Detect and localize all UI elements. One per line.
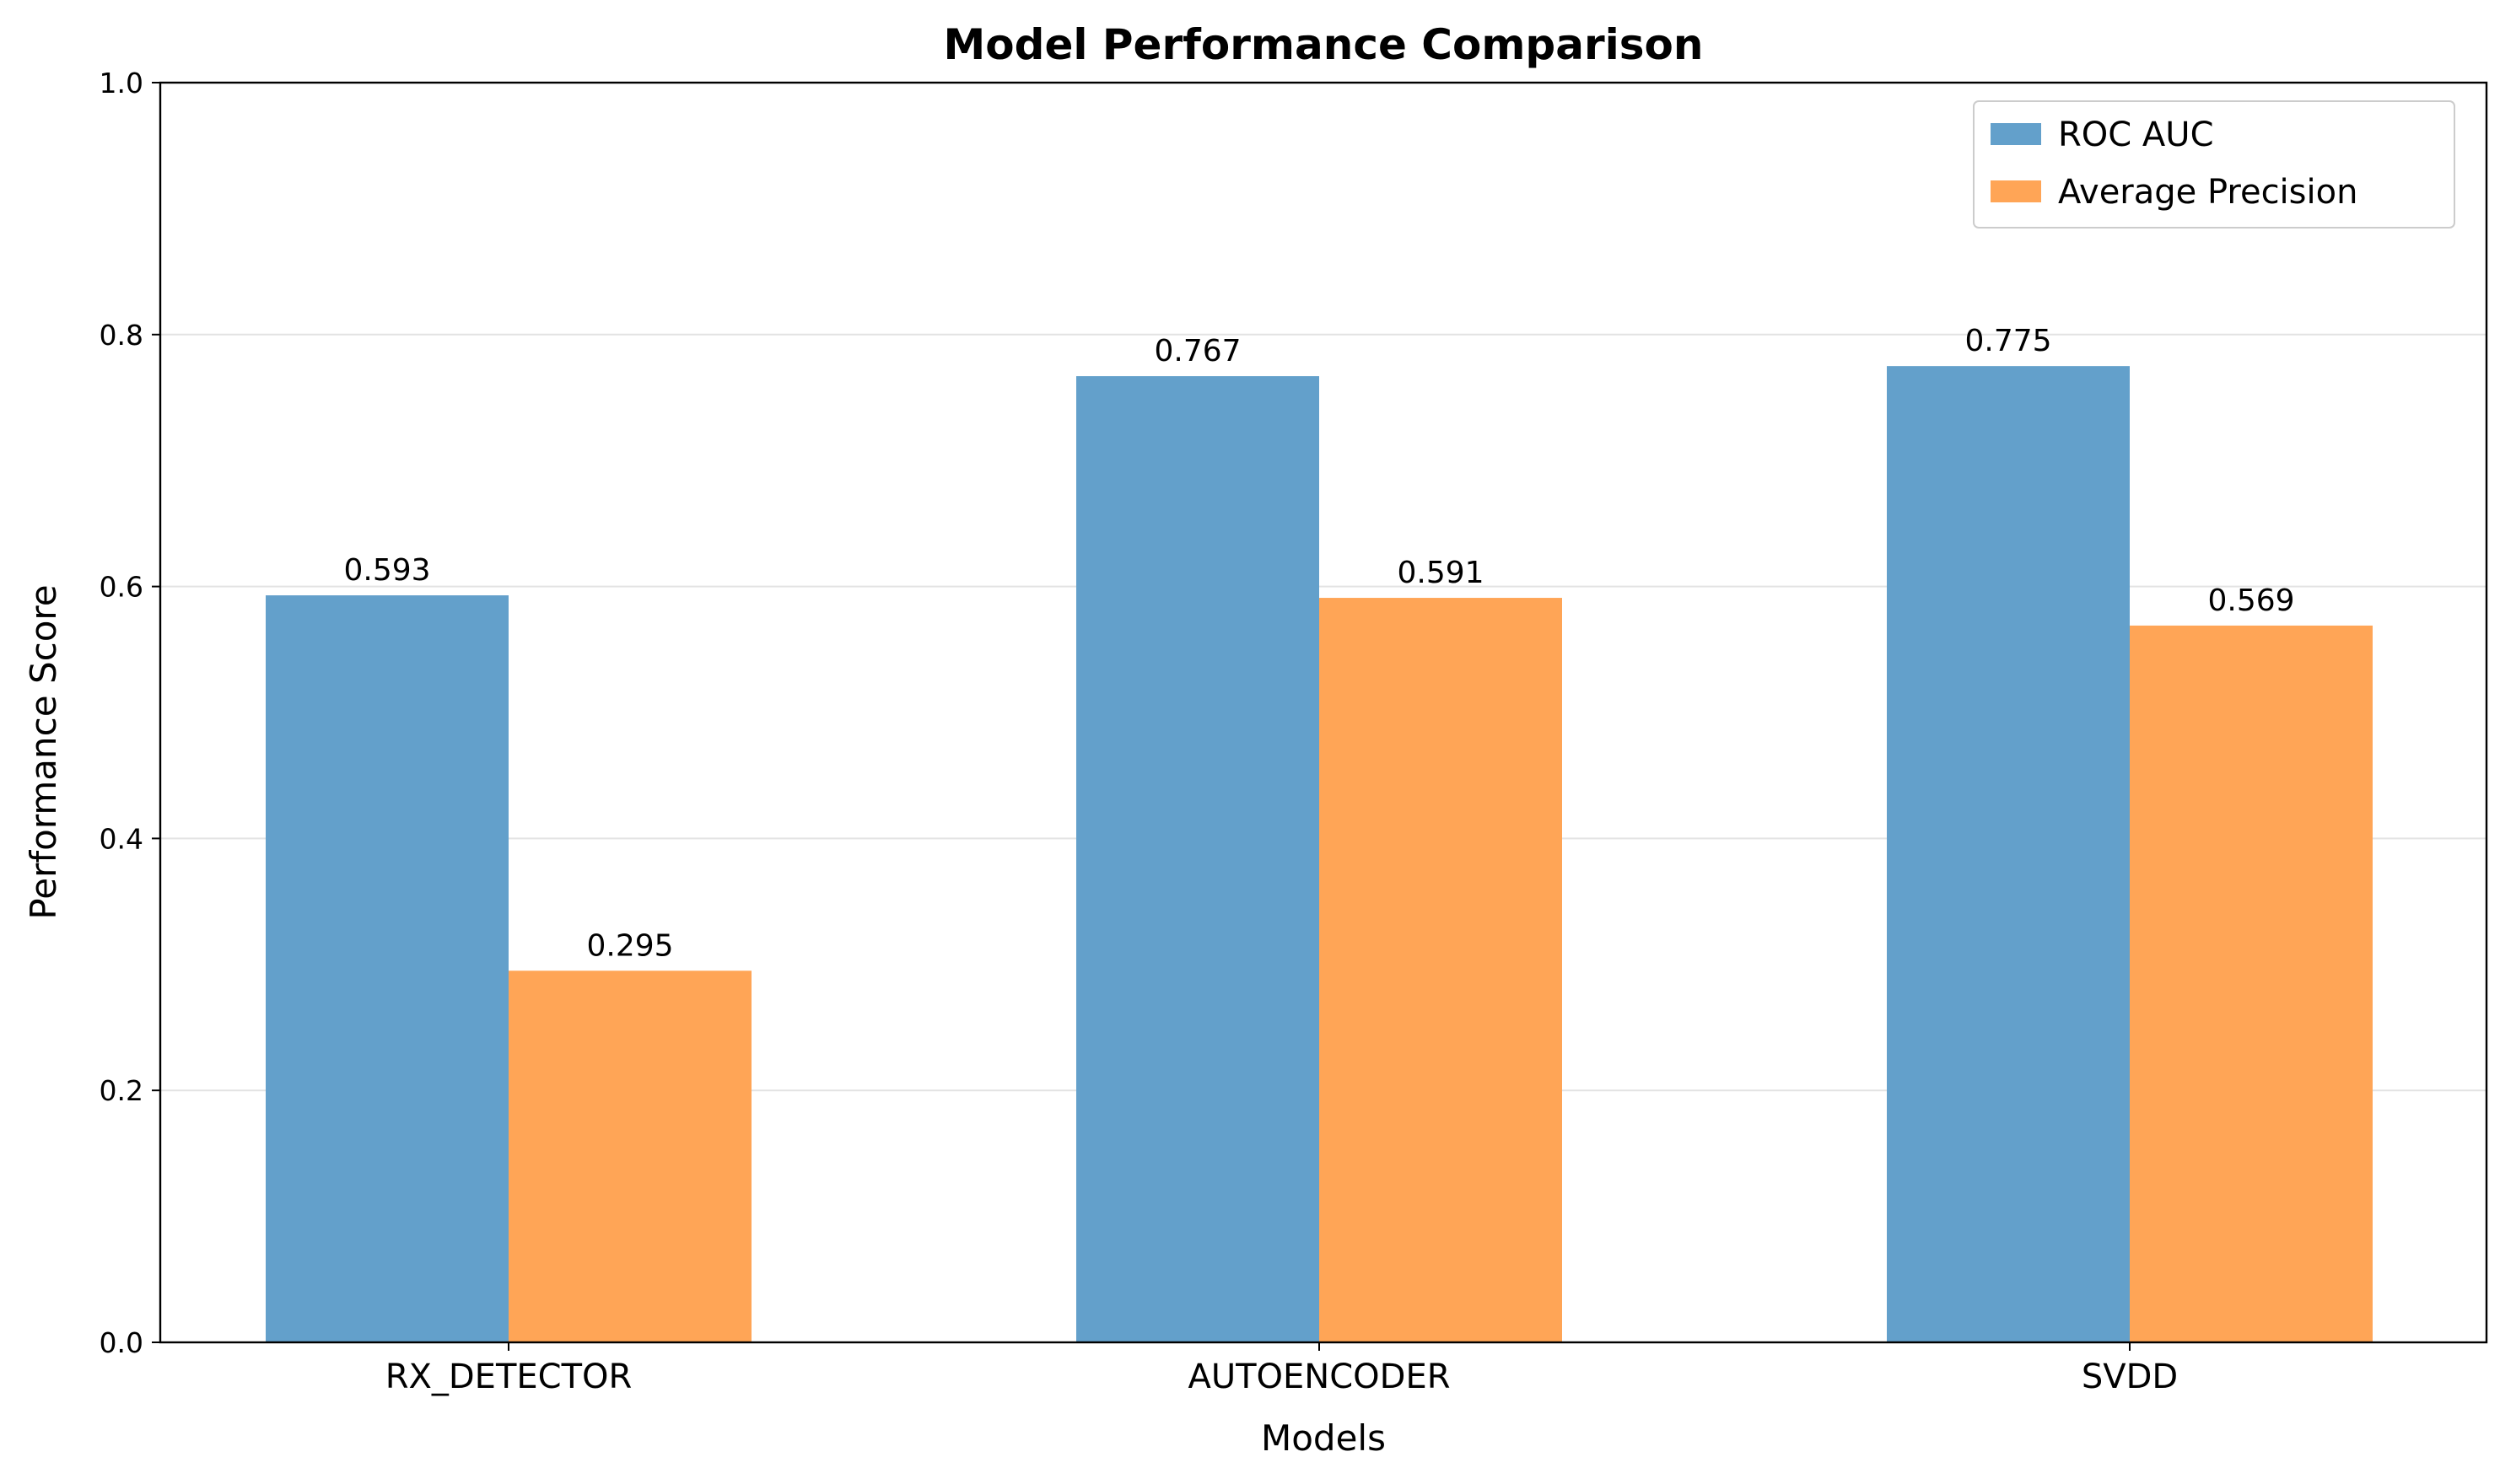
data-label-roc-auc-autoencoder: 0.767 [1154, 334, 1241, 368]
bar-roc-auc-svdd [1887, 366, 2130, 1342]
chart-title: Model Performance Comparison [944, 20, 1704, 69]
data-label-average-precision-rx-detector: 0.295 [586, 928, 673, 963]
x-tick-label-autoencoder: AUTOENCODER [1188, 1358, 1450, 1396]
x-tick-label-svdd: SVDD [2082, 1358, 2178, 1396]
data-label-average-precision-autoencoder: 0.591 [1397, 556, 1484, 590]
x-axis-label: Models [1261, 1417, 1386, 1459]
data-label-average-precision-svdd: 0.569 [2207, 583, 2294, 618]
y-tick-label: 0.4 [100, 822, 143, 855]
legend-label-roc-auc: ROC AUC [2058, 116, 2214, 154]
x-axis-ticks: RX_DETECTOR AUTOENCODER SVDD [385, 1342, 2178, 1396]
bars [266, 366, 2373, 1342]
legend-label-average-precision: Average Precision [2058, 173, 2357, 212]
y-tick-label: 0.8 [100, 319, 143, 352]
bar-average-precision-rx-detector [509, 971, 752, 1342]
y-axis-ticks: 0.0 0.2 0.4 0.6 0.8 1.0 [100, 67, 160, 1359]
y-tick-label: 0.6 [100, 571, 143, 604]
data-label-roc-auc-svdd: 0.775 [1964, 324, 2051, 358]
legend: ROC AUC Average Precision [1973, 100, 2455, 229]
bar-roc-auc-autoencoder [1076, 376, 1319, 1342]
bar-average-precision-autoencoder [1319, 598, 1562, 1342]
plot-frame [159, 81, 2488, 1344]
y-tick-label: 0.2 [100, 1074, 143, 1107]
x-tick-label-rx-detector: RX_DETECTOR [385, 1358, 633, 1396]
data-label-roc-auc-rx-detector: 0.593 [343, 553, 430, 588]
legend-frame [1973, 100, 2455, 229]
data-labels: 0.593 0.767 0.775 0.295 0.591 0.569 [343, 324, 2294, 963]
bar-roc-auc-rx-detector [266, 595, 509, 1342]
y-axis-label: Performance Score [23, 584, 64, 919]
y-tick-label: 0.0 [100, 1326, 143, 1359]
legend-swatch-average-precision [1991, 180, 2041, 202]
y-tick-label: 1.0 [100, 67, 143, 99]
legend-swatch-roc-auc [1991, 123, 2041, 145]
bar-average-precision-svdd [2130, 625, 2373, 1342]
